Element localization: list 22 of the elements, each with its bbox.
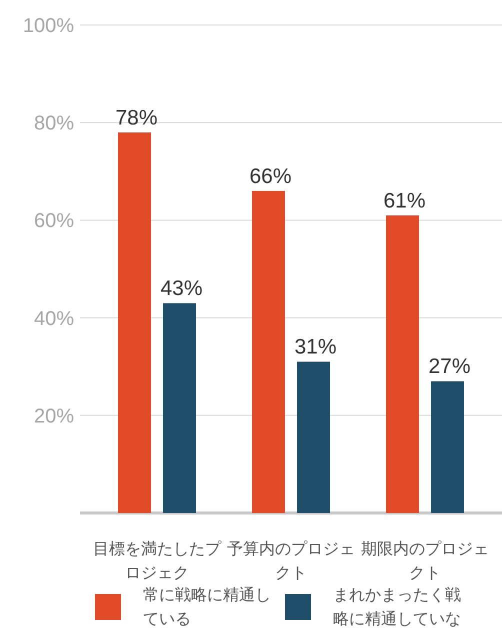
bar <box>252 190 285 513</box>
x-tick-label: 予算内のプロジェクト <box>226 538 356 584</box>
text: 66% <box>249 164 292 188</box>
bar <box>386 215 419 513</box>
text: 31% <box>294 336 337 359</box>
legend-label: まれかまったく戦略に精通していな <box>333 584 462 629</box>
x-tick-label: 目標を満たしたプロジェク <box>92 538 222 584</box>
x-tick-label: 期限内のプロジェクト <box>360 538 490 584</box>
y-tick-label: 40% <box>34 308 74 330</box>
legend-label: 常に戦略に精通している <box>143 584 272 629</box>
bar <box>431 381 464 513</box>
y-tick-label: 80% <box>34 112 74 135</box>
text: 61% <box>383 189 426 212</box>
y-tick-label: 100% <box>22 15 74 37</box>
bar <box>297 362 330 513</box>
y-tick-label: 20% <box>34 405 74 428</box>
text: 27% <box>428 355 471 378</box>
text: 43% <box>160 277 203 300</box>
bar <box>118 132 151 513</box>
text: 78% <box>115 106 158 130</box>
y-tick-label: 60% <box>34 210 74 232</box>
bar <box>163 303 196 513</box>
